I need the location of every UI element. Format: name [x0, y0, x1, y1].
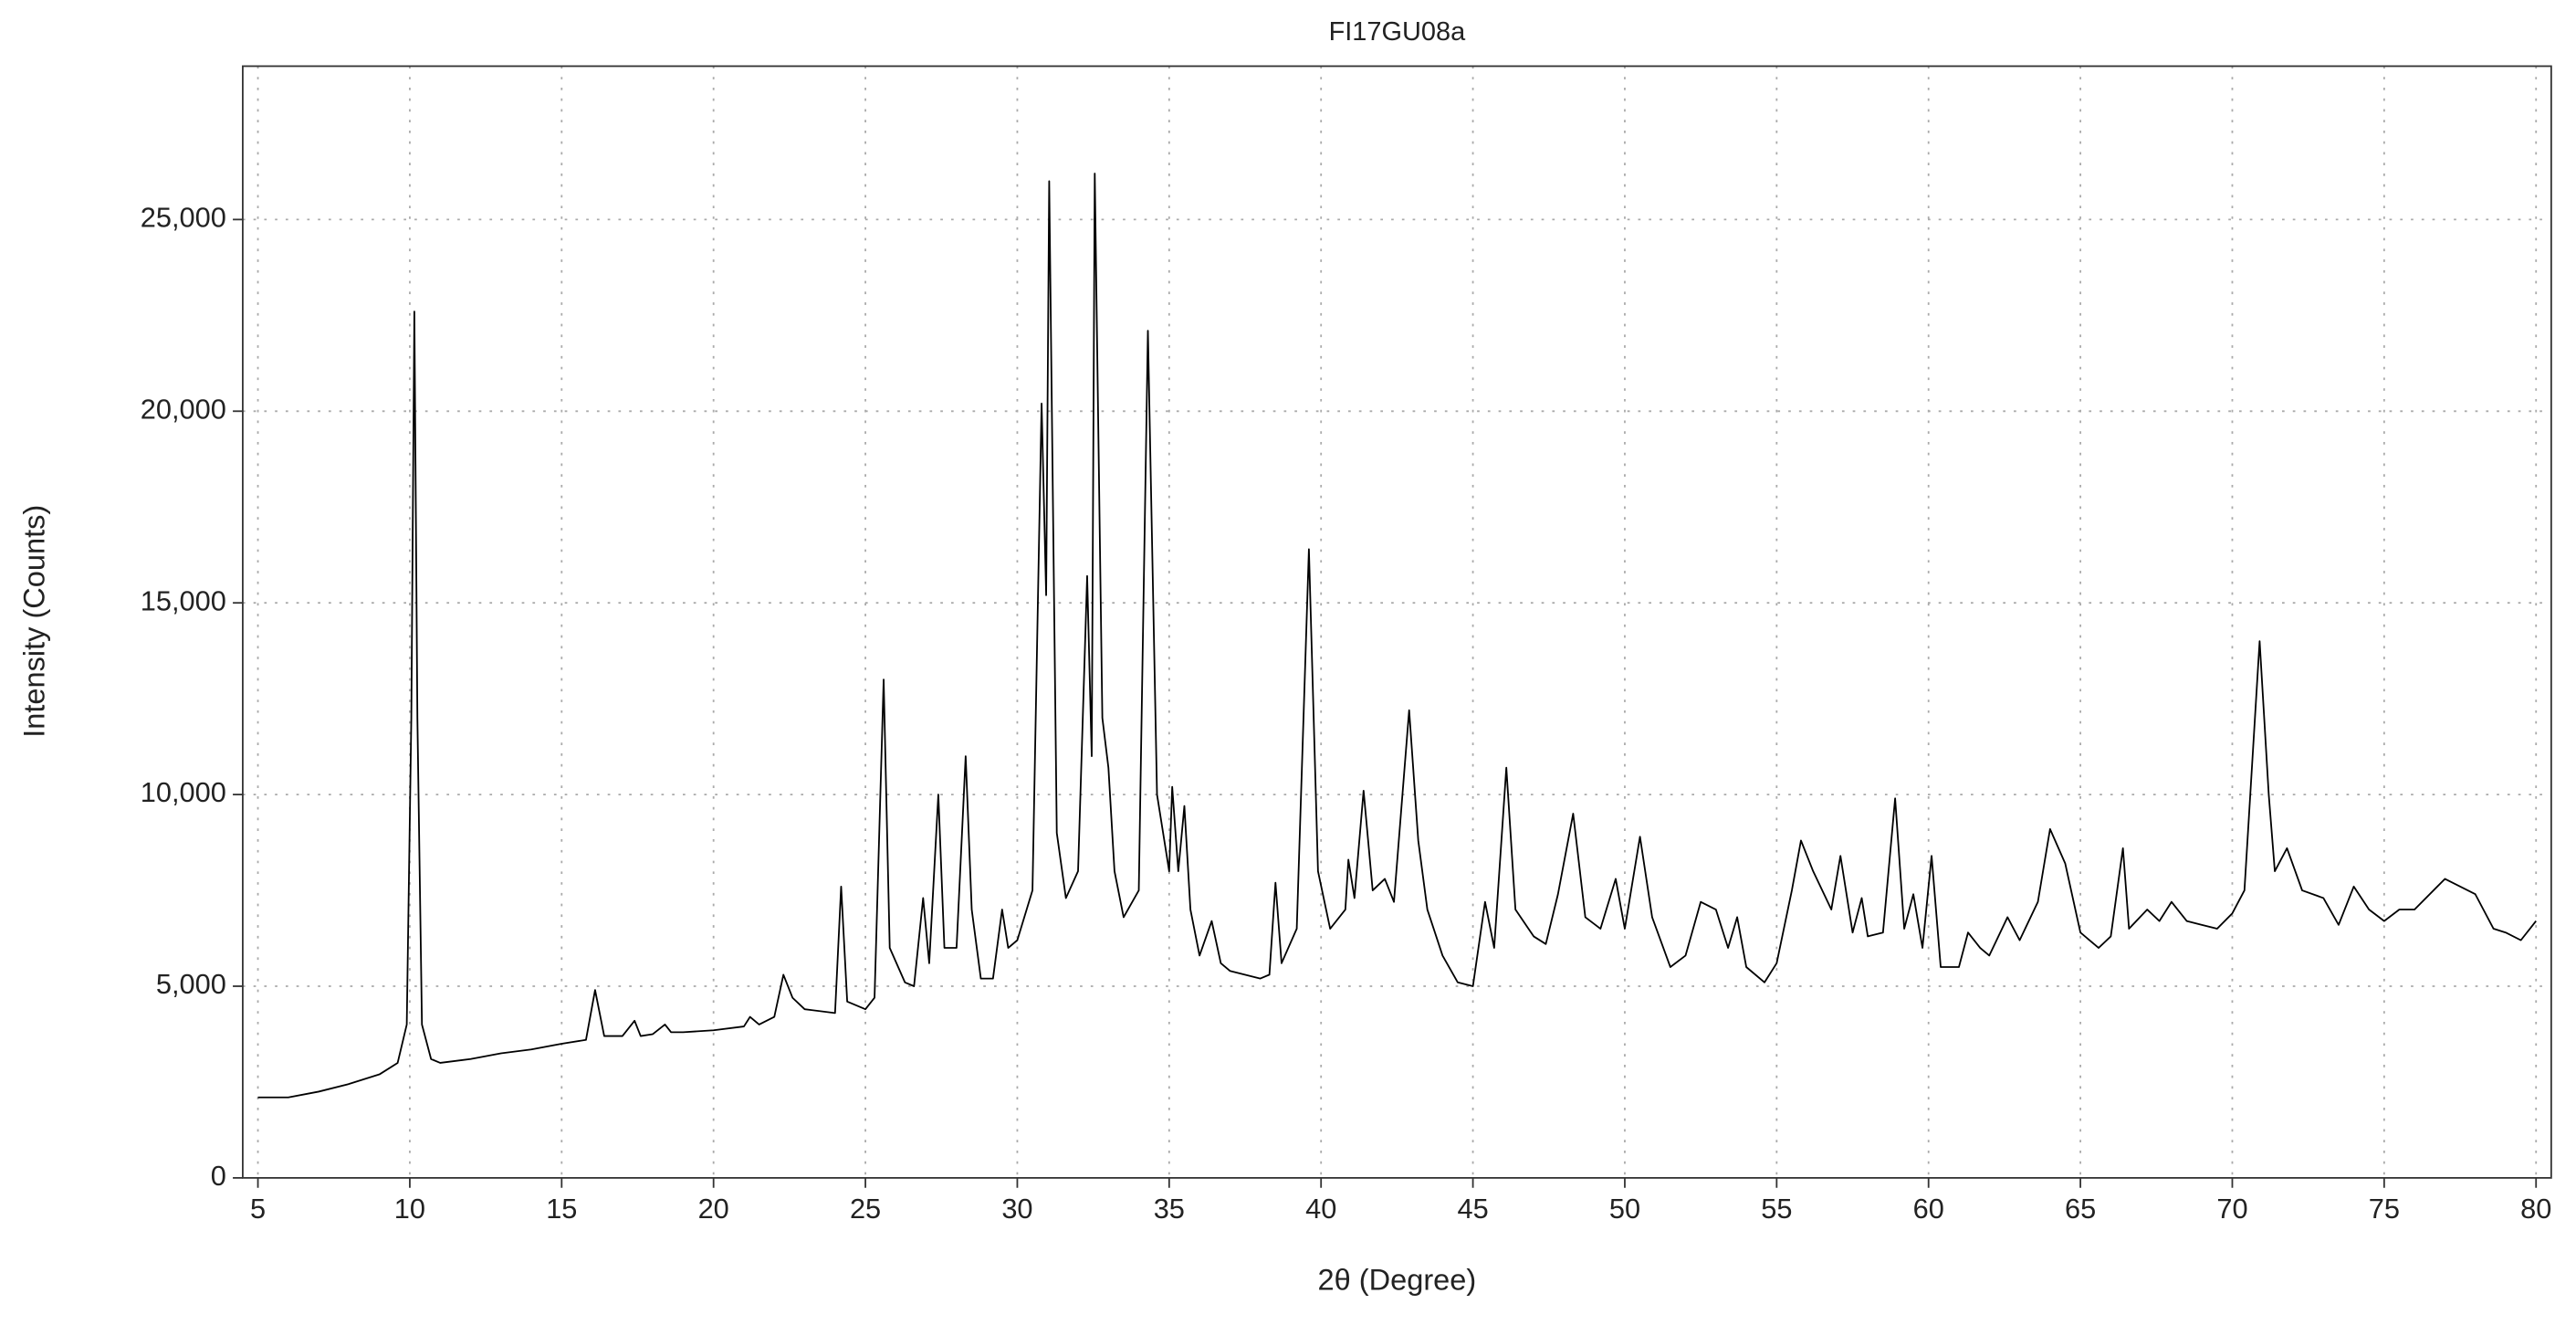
chart-title: FI17GU08a [1329, 17, 1466, 47]
y-axis-label: Intensity (Counts) [17, 505, 50, 738]
x-tick-label: 25 [850, 1193, 881, 1225]
x-tick-label: 35 [1154, 1193, 1185, 1225]
plot-frame [242, 65, 2552, 1179]
x-tick-label: 5 [250, 1193, 266, 1225]
x-tick-label: 50 [1609, 1193, 1640, 1225]
y-tick-label: 0 [211, 1160, 226, 1192]
data-line [257, 173, 2537, 1099]
x-tick-label: 75 [2369, 1193, 2400, 1225]
x-tick-label: 40 [1305, 1193, 1336, 1225]
x-tick-label: 30 [1001, 1193, 1032, 1225]
x-tick-label: 60 [1913, 1193, 1944, 1225]
x-tick-label: 65 [2065, 1193, 2096, 1225]
x-tick-label: 20 [698, 1193, 729, 1225]
y-tick-label: 20,000 [141, 393, 226, 425]
x-tick-label: 45 [1457, 1193, 1488, 1225]
y-tick-label: 10,000 [141, 776, 226, 808]
x-tick-label: 15 [546, 1193, 577, 1225]
y-tick-label: 5,000 [156, 968, 226, 1000]
x-axis-label: 2θ (Degree) [1318, 1263, 1477, 1296]
y-tick-label: 25,000 [141, 202, 226, 234]
x-tick-label: 80 [2520, 1193, 2551, 1225]
x-tick-label: 55 [1761, 1193, 1792, 1225]
x-tick-label: 10 [394, 1193, 425, 1225]
x-tick-label: 70 [2216, 1193, 2247, 1225]
y-tick-label: 15,000 [141, 584, 226, 616]
